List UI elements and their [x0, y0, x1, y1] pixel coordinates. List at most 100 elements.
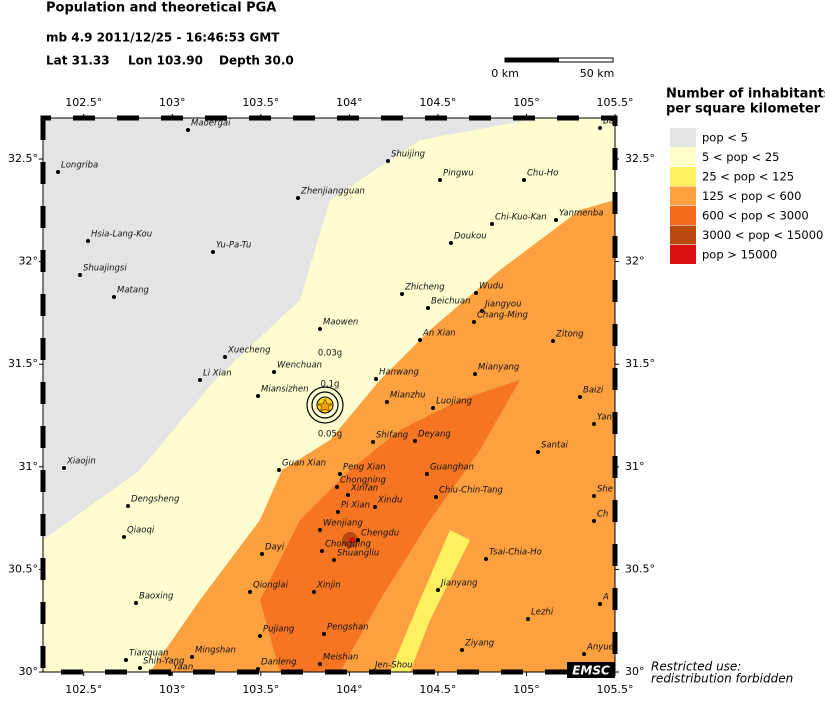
y-tick-label: 30°	[19, 665, 39, 678]
place-label: Li Xian	[203, 369, 232, 379]
place-label: Luojiang	[436, 397, 473, 407]
x-tick-label: 102.5°	[65, 96, 102, 109]
place-marker	[592, 494, 596, 498]
frame	[42, 117, 616, 673]
place-label: Maowen	[323, 318, 358, 328]
place-label: Xuecheng	[227, 346, 271, 356]
x-tick-label: 102.5°	[65, 683, 102, 696]
place-label: Baoxing	[139, 592, 174, 602]
place-marker	[386, 159, 390, 163]
legend-title: Number of inhabitants	[666, 87, 825, 102]
y-tick-label: 31.5°	[625, 357, 655, 370]
place-marker	[256, 667, 260, 671]
lon: Lon 103.90	[128, 54, 203, 68]
pop-medium	[150, 200, 615, 672]
epicenter-star	[317, 398, 333, 413]
place-label: Longriba	[61, 161, 98, 171]
place-label: She	[597, 485, 613, 495]
logo-box	[567, 662, 615, 678]
y-tick-label: 30.5°	[625, 562, 655, 575]
x-tick-label: 104°	[336, 96, 363, 109]
x-tick-label: 104°	[336, 683, 363, 696]
place-label: Miansizhen	[261, 385, 309, 395]
place-marker	[371, 440, 375, 444]
place-label: Zhicheng	[404, 283, 445, 293]
place-marker	[373, 505, 377, 509]
place-marker	[474, 291, 478, 295]
place-marker	[434, 495, 438, 499]
place-label: Baizi	[583, 386, 604, 396]
place-marker	[318, 662, 322, 666]
place-label: Pengshan	[327, 623, 369, 633]
x-tick-label: 103°	[159, 96, 186, 109]
y-tick-label: 30°	[625, 665, 645, 678]
scale-start: 0 km	[491, 67, 519, 80]
place-marker	[472, 320, 476, 324]
place-marker	[526, 617, 530, 621]
place-label: Guanghan	[430, 463, 474, 473]
x-tick-label: 103.5°	[242, 683, 279, 696]
x-tick-label: 103°	[159, 683, 186, 696]
x-tick-label: 105°	[513, 683, 540, 696]
place-label: Jiangyou	[483, 300, 521, 310]
place-label: Zhenjiangguan	[300, 187, 365, 197]
place-marker	[484, 557, 488, 561]
place-label: Deyang	[418, 430, 451, 440]
place-marker	[223, 355, 227, 359]
x-tick-label: 103.5°	[242, 96, 279, 109]
place-label: Chengdu	[361, 529, 399, 539]
place-label: Yanmenba	[559, 209, 604, 219]
legend-title: per square kilometer	[666, 102, 821, 117]
place-marker	[436, 588, 440, 592]
place-marker	[413, 439, 417, 443]
place-marker	[554, 218, 558, 222]
place-label: Xiaojin	[66, 457, 96, 467]
x-tick-label: 105°	[513, 96, 540, 109]
place-label: Tianquan	[129, 649, 169, 659]
place-marker	[370, 670, 374, 674]
y-tick-label: 32°	[625, 255, 645, 268]
place-label: Matang	[117, 286, 149, 296]
place-label: Shih-Yang	[143, 657, 185, 667]
place-marker	[260, 552, 264, 556]
place-label: Chu-Ho	[527, 169, 558, 179]
place-label: Mianzhu	[390, 391, 426, 401]
place-label: Chi-Kuo-Kan	[495, 213, 547, 223]
y-tick-label: 31°	[625, 460, 645, 473]
place-label: Xinfan	[350, 484, 378, 494]
place-marker	[536, 450, 540, 454]
pga-label: 0.1g	[321, 380, 340, 390]
place-marker	[582, 652, 586, 656]
place-marker	[431, 406, 435, 410]
place-marker	[277, 468, 281, 472]
place-label: Wenchuan	[277, 361, 322, 371]
place-marker	[318, 327, 322, 331]
place-marker	[551, 339, 555, 343]
place-label: Beichuan	[431, 297, 470, 307]
event: mb 4.9 2011/12/25 - 16:46:53 GMT	[46, 31, 280, 45]
pga-circle	[311, 391, 339, 419]
pop-band	[390, 530, 470, 672]
pop-high	[260, 380, 520, 672]
place-marker	[480, 309, 484, 313]
place-marker	[186, 128, 190, 132]
place-marker	[62, 466, 66, 470]
place-marker	[168, 672, 172, 676]
place-label: Meishan	[323, 653, 358, 663]
legend-swatch	[670, 225, 696, 245]
place-label: Wenjiang	[323, 519, 363, 529]
y-tick-label: 32.5°	[625, 152, 655, 165]
place-label: Yaan	[173, 663, 193, 673]
place-marker	[332, 558, 336, 562]
note: Restricted use:	[651, 660, 741, 674]
place-label: Chongqing	[325, 540, 371, 550]
place-marker	[124, 658, 128, 662]
scale-bar-fill	[505, 58, 559, 62]
legend-label: 125 < pop < 600	[702, 189, 801, 203]
legend-swatch	[670, 128, 696, 147]
place-marker	[426, 306, 430, 310]
place-label: Jianyang	[439, 579, 478, 589]
place-marker	[318, 528, 322, 532]
